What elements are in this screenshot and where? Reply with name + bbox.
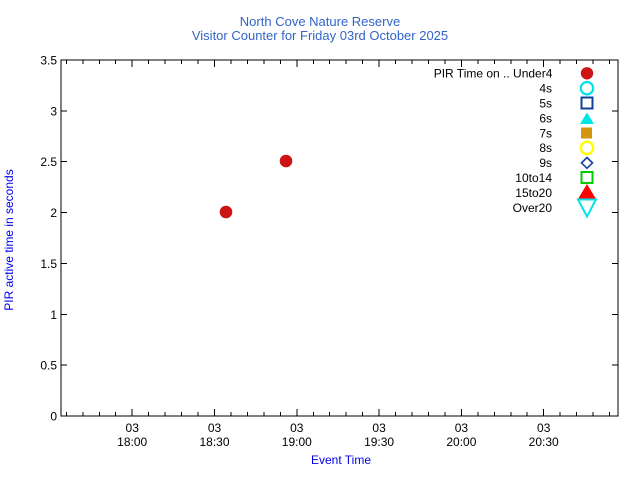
svg-text:18:00: 18:00: [117, 435, 147, 449]
svg-text:03: 03: [455, 421, 469, 435]
svg-text:0: 0: [50, 410, 57, 424]
svg-text:18:30: 18:30: [199, 435, 229, 449]
svg-text:03: 03: [537, 421, 551, 435]
svg-text:5s: 5s: [539, 97, 552, 111]
svg-text:4s: 4s: [539, 82, 552, 96]
svg-text:2: 2: [50, 206, 57, 220]
svg-text:03: 03: [126, 421, 140, 435]
svg-text:1.5: 1.5: [40, 257, 57, 271]
svg-text:3.5: 3.5: [40, 54, 57, 68]
svg-text:7s: 7s: [539, 126, 552, 140]
svg-text:20:00: 20:00: [446, 435, 476, 449]
svg-text:2.5: 2.5: [40, 155, 57, 169]
svg-text:19:00: 19:00: [282, 435, 312, 449]
svg-text:PIR Time on .. Under4: PIR Time on .. Under4: [434, 67, 553, 81]
svg-text:19:30: 19:30: [364, 435, 394, 449]
svg-text:1: 1: [50, 308, 57, 322]
svg-text:03: 03: [372, 421, 386, 435]
svg-text:6s: 6s: [539, 111, 552, 125]
svg-text:03: 03: [208, 421, 222, 435]
svg-text:15to20: 15to20: [515, 186, 552, 200]
svg-text:3: 3: [50, 104, 57, 118]
svg-text:9s: 9s: [539, 156, 552, 170]
svg-text:03: 03: [290, 421, 304, 435]
svg-text:0.5: 0.5: [40, 359, 57, 373]
svg-text:10to14: 10to14: [515, 171, 552, 185]
svg-text:20:30: 20:30: [529, 435, 559, 449]
svg-text:8s: 8s: [539, 141, 552, 155]
svg-text:Over20: Over20: [513, 201, 553, 215]
